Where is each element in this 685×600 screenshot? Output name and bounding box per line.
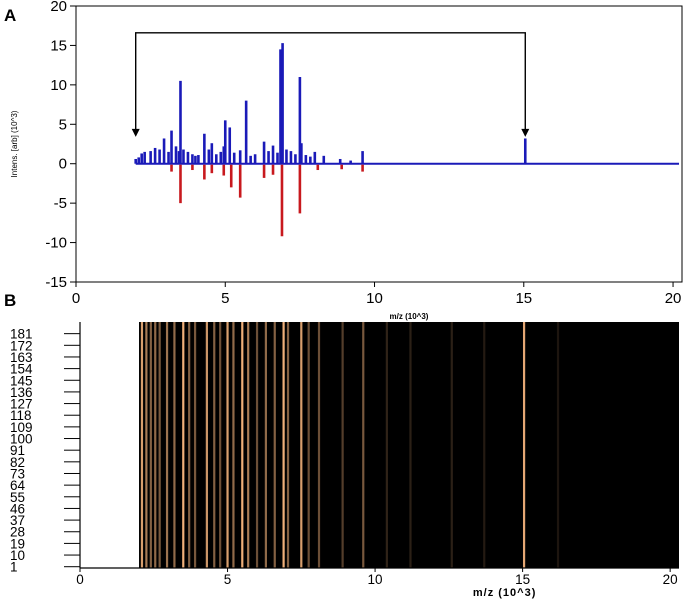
spectrum-y-axis-label: Intens. [arb] (10^3) (10, 110, 19, 177)
heatmap-y-tick-label: 172 (10, 338, 33, 353)
spectrum-y-tick-label: -10 (45, 235, 67, 252)
spectrum-x-tick-label: 0 (72, 290, 80, 307)
heatmap-y-tick-label: 154 (10, 362, 33, 377)
heatmap-x-tick-label: 10 (368, 572, 383, 587)
spectrum-x-tick-label: 5 (221, 290, 229, 307)
heatmap-y-tick-label: 136 (10, 385, 33, 400)
heatmap-y-tick-label: 10 (10, 548, 25, 563)
spectrum-chart: 20 15 10 5 0 -5 -10 -15 0 5 10 15 20 m/z (10^3) Inte… (10, 0, 683, 321)
spectrum-axes: 20 15 10 5 0 -5 -10 -15 0 5 10 15 20 (45, 0, 683, 307)
spectrum-y-tick-label: -15 (45, 274, 67, 291)
heatmap-y-tick-label: 82 (10, 455, 25, 470)
heatmap-y-tick-label: 55 (10, 490, 25, 505)
spectrum-x-tick-label: 15 (515, 290, 532, 307)
spectrum-y-tick-label: 15 (50, 37, 67, 54)
spectrum-x-tick-label: 10 (366, 290, 383, 307)
heatmap-axes: 1101928374655647382911001091181271361451… (10, 322, 679, 587)
heatmap-y-tick-label: 100 (10, 432, 33, 447)
heatmap-y-tick-label: 28 (10, 525, 25, 540)
heatmap-y-tick-label: 145 (10, 373, 33, 388)
panel-a-letter: A (4, 6, 16, 25)
heatmap-x-axis-label: m/z (10^3) (473, 587, 537, 599)
panel-b-letter: B (4, 291, 16, 310)
heatmap-bands (140, 322, 560, 568)
heatmap-y-tick-label: 19 (10, 536, 25, 551)
heatmap-y-tick-label: 91 (10, 443, 25, 458)
spectrum-y-tick-label: 0 (59, 156, 67, 173)
heatmap-y-tick-label: 181 (10, 327, 33, 342)
heatmap-y-tick-label: 127 (10, 397, 33, 412)
spectrum-y-tick-label: 10 (50, 77, 67, 94)
left-arrowhead (131, 128, 140, 137)
bracket-line (135, 32, 526, 130)
heatmap-y-tick-label: 46 (10, 501, 25, 516)
heatmap-y-tick-label: 64 (10, 478, 26, 493)
heatmap-y-tick-label: 109 (10, 420, 33, 435)
heatmap-y-tick-label: 1 (10, 560, 18, 575)
heatmap-x-tick-label: 15 (515, 572, 530, 587)
heatmap-y-tick-label: 118 (10, 408, 32, 423)
spectrum-x-axis-label: m/z (10^3) (390, 312, 429, 321)
spectrum-marks (131, 32, 680, 237)
spectrum-y-tick-label: -5 (54, 195, 67, 212)
spectrum-x-tick-label: 20 (665, 290, 682, 307)
heatmap-background (139, 322, 680, 568)
heatmap-y-tick-label: 163 (10, 350, 33, 365)
heatmap-y-tick-label: 73 (10, 466, 25, 481)
heatmap-x-tick-label: 20 (663, 572, 678, 587)
heatmap-x-tick-label: 5 (224, 572, 232, 587)
heatmap-y-tick-label: 37 (10, 513, 25, 528)
heatmap-x-tick-label: 0 (76, 572, 84, 587)
spectrum-y-tick-label: 20 (50, 0, 67, 15)
heatmap-chart: 1101928374655647382911001091181271361451… (10, 322, 680, 599)
right-arrowhead (521, 128, 530, 137)
spectrum-plot-frame (75, 5, 683, 283)
spectrum-y-tick-label: 5 (59, 116, 67, 133)
